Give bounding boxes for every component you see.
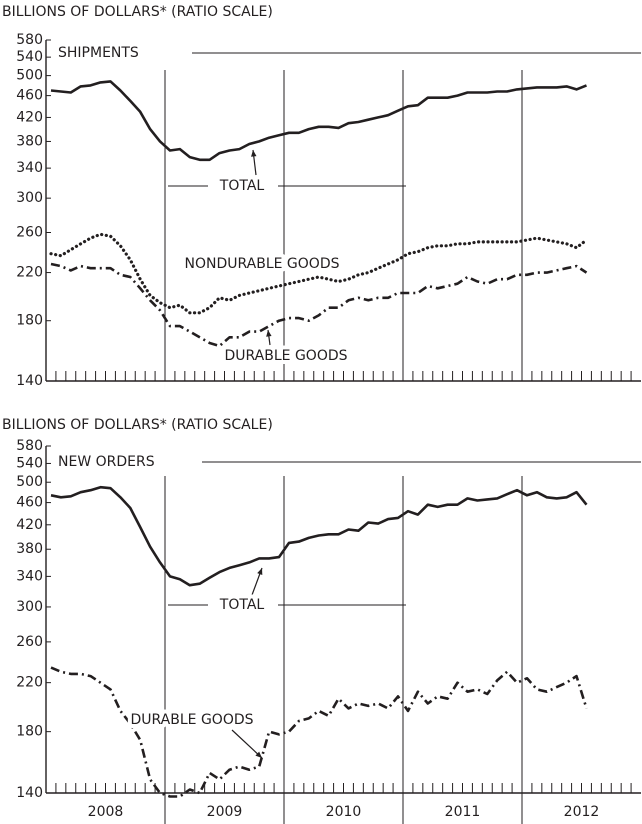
series-line bbox=[50, 666, 588, 798]
series-line bbox=[50, 262, 588, 348]
y-tick-label: 340 bbox=[16, 160, 43, 176]
series-label: NONDURABLE GOODS bbox=[185, 256, 340, 272]
x-tick-label: 2010 bbox=[326, 804, 362, 820]
y-tick-label: 260 bbox=[16, 634, 43, 650]
panel-title: NEW ORDERS bbox=[58, 454, 155, 470]
y-tick-label: 420 bbox=[16, 109, 43, 125]
y-tick-label: 300 bbox=[16, 190, 43, 206]
y-tick-label: 380 bbox=[16, 541, 43, 557]
panel-title: SHIPMENTS bbox=[58, 45, 139, 61]
y-tick-label: 460 bbox=[16, 88, 43, 104]
y-tick-label: 300 bbox=[16, 599, 43, 615]
x-tick-label: 2009 bbox=[207, 804, 243, 820]
y-tick-label: 540 bbox=[16, 49, 43, 65]
arrow-head bbox=[266, 330, 272, 337]
y-tick-label: 540 bbox=[16, 455, 43, 471]
y-tick-label: 140 bbox=[16, 785, 43, 801]
arrow-head bbox=[255, 751, 262, 758]
x-tick-label: 2012 bbox=[564, 804, 600, 820]
arrow-head bbox=[257, 568, 263, 575]
series-line bbox=[50, 80, 587, 162]
y-tick-label: 380 bbox=[16, 133, 43, 149]
y-tick-label: 500 bbox=[16, 474, 43, 490]
y-tick-label: 180 bbox=[16, 313, 43, 329]
series-label: TOTAL bbox=[219, 178, 265, 194]
y-tick-label: 580 bbox=[16, 438, 43, 454]
arrow-shaft bbox=[231, 729, 263, 759]
y-tick-label: 140 bbox=[16, 373, 43, 389]
series-line bbox=[49, 232, 589, 315]
y-tick-label: 460 bbox=[16, 495, 43, 511]
series-label: TOTAL bbox=[219, 597, 265, 613]
y-tick-label: 580 bbox=[16, 32, 43, 48]
y-axis-label: BILLIONS OF DOLLARS* (RATIO SCALE) bbox=[2, 4, 273, 20]
arrow-head bbox=[251, 150, 257, 157]
y-tick-label: 220 bbox=[16, 675, 43, 691]
series-label: DURABLE GOODS bbox=[224, 348, 347, 364]
y-tick-label: 180 bbox=[16, 724, 43, 740]
y-axis-label: BILLIONS OF DOLLARS* (RATIO SCALE) bbox=[2, 417, 273, 433]
y-tick-label: 340 bbox=[16, 568, 43, 584]
y-tick-label: 500 bbox=[16, 68, 43, 84]
x-tick-label: 2008 bbox=[88, 804, 124, 820]
y-tick-label: 260 bbox=[16, 224, 43, 240]
y-tick-label: 420 bbox=[16, 517, 43, 533]
y-tick-label: 220 bbox=[16, 265, 43, 281]
x-tick-label: 2011 bbox=[445, 804, 481, 820]
series-line bbox=[50, 485, 588, 587]
series-label: DURABLE GOODS bbox=[130, 712, 253, 728]
